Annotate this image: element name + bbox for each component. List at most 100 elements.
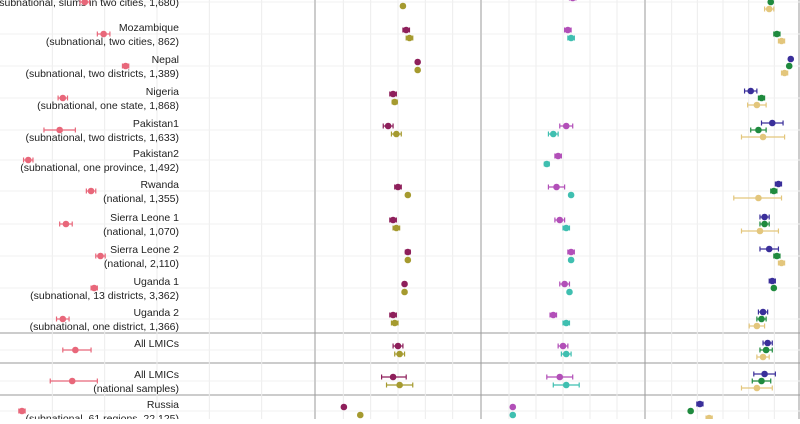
estimate-point bbox=[758, 94, 765, 102]
estimate-point bbox=[549, 130, 557, 138]
estimate-point bbox=[68, 377, 76, 385]
estimate-point bbox=[759, 133, 767, 141]
estimate-point bbox=[765, 5, 773, 13]
estimate-point bbox=[759, 308, 767, 316]
estimate-point bbox=[761, 220, 768, 228]
data-marks bbox=[18, 0, 795, 422]
row-label-title: Uganda 2 bbox=[133, 307, 179, 319]
estimate-point bbox=[756, 227, 764, 235]
estimate-point bbox=[564, 26, 572, 34]
estimate-point bbox=[87, 187, 95, 195]
estimate-point bbox=[509, 403, 517, 411]
estimate-point bbox=[414, 66, 421, 74]
row-label-title: Rwanda bbox=[140, 179, 179, 191]
estimate-point bbox=[758, 377, 765, 385]
row-label-subtitle: (national, 2,110) bbox=[104, 258, 179, 270]
estimate-point bbox=[404, 248, 412, 256]
row-label-title: Nepal bbox=[152, 54, 179, 66]
estimate-point bbox=[556, 216, 564, 224]
estimate-point bbox=[768, 277, 776, 285]
estimate-point bbox=[402, 26, 410, 34]
estimate-point bbox=[62, 220, 70, 228]
estimate-point bbox=[396, 350, 403, 358]
estimate-point bbox=[755, 194, 762, 202]
estimate-point bbox=[567, 34, 575, 42]
estimate-point bbox=[753, 101, 761, 109]
estimate-point bbox=[778, 259, 785, 267]
row-label-subtitle: (subnational, one district, 1,366) bbox=[30, 321, 179, 333]
estimate-point bbox=[24, 156, 32, 164]
estimate-point bbox=[81, 0, 89, 6]
row-label-subtitle: (subnational, two cities, 862) bbox=[46, 36, 179, 48]
row-label-subtitle: (subnational, one province, 1,492) bbox=[20, 162, 179, 174]
estimate-point bbox=[567, 191, 575, 199]
estimate-point bbox=[72, 346, 79, 354]
estimate-point bbox=[56, 126, 63, 134]
row-label-subtitle: (subnational, 61 regions, 22,125) bbox=[25, 413, 179, 419]
row-label-title: Russia bbox=[147, 399, 179, 411]
row-label-subtitle: (subnational, two districts, 1,389) bbox=[26, 68, 180, 80]
estimate-point bbox=[389, 216, 397, 224]
estimate-point bbox=[556, 373, 564, 381]
estimate-point bbox=[393, 224, 400, 232]
estimate-point bbox=[404, 191, 412, 199]
estimate-point bbox=[549, 311, 557, 319]
estimate-point bbox=[356, 411, 364, 419]
estimate-point bbox=[394, 183, 402, 191]
estimate-point bbox=[768, 119, 776, 127]
estimate-point bbox=[562, 319, 570, 327]
estimate-point bbox=[761, 213, 768, 221]
estimate-point bbox=[122, 62, 129, 70]
estimate-point bbox=[396, 381, 403, 389]
row-label-subtitle: (national, 1,070) bbox=[103, 226, 179, 238]
row-label-subtitle: (subnational, 13 districts, 3,362) bbox=[30, 290, 179, 302]
estimate-point bbox=[389, 90, 397, 98]
estimate-point bbox=[753, 322, 761, 330]
row-label-subtitle: (national samples) bbox=[93, 383, 179, 395]
estimate-point bbox=[90, 284, 98, 292]
estimate-point bbox=[705, 414, 713, 422]
estimate-point bbox=[509, 411, 517, 419]
row-label-title: Sierra Leone 2 bbox=[110, 244, 179, 256]
estimate-point bbox=[562, 122, 570, 130]
estimate-point bbox=[696, 400, 704, 408]
estimate-point bbox=[561, 280, 568, 288]
estimate-point bbox=[755, 126, 762, 134]
estimate-point bbox=[100, 30, 107, 38]
estimate-point bbox=[764, 339, 771, 347]
estimate-point bbox=[567, 256, 575, 264]
row-label-title: Pakistan2 bbox=[133, 148, 179, 160]
estimate-point bbox=[391, 319, 399, 327]
estimate-point bbox=[747, 87, 755, 95]
estimate-point bbox=[781, 69, 788, 77]
row-label-title: All LMICs bbox=[134, 369, 179, 381]
row-label-title: Sierra Leone 1 bbox=[110, 212, 179, 224]
estimate-point bbox=[340, 403, 348, 411]
estimate-point bbox=[414, 58, 421, 66]
estimate-point bbox=[566, 288, 573, 296]
estimate-point bbox=[389, 373, 397, 381]
estimate-point bbox=[394, 342, 402, 350]
estimate-point bbox=[759, 353, 767, 361]
estimate-point bbox=[399, 2, 407, 10]
estimate-point bbox=[59, 94, 67, 102]
estimate-point bbox=[559, 342, 567, 350]
row-label-title: Nigeria bbox=[146, 86, 179, 98]
estimate-point bbox=[562, 381, 570, 389]
estimate-point bbox=[778, 37, 785, 45]
estimate-point bbox=[753, 384, 761, 392]
estimate-point bbox=[762, 346, 770, 354]
estimate-point bbox=[687, 407, 694, 415]
estimate-point bbox=[773, 30, 781, 38]
row-labels: (subnational, slums in two cities, 1,680… bbox=[0, 0, 180, 424]
estimate-point bbox=[562, 350, 570, 358]
row-label-subtitle: (national, 1,355) bbox=[103, 193, 179, 205]
row-label-subtitle: (subnational, two districts, 1,633) bbox=[26, 132, 180, 144]
row-label-title: Mozambique bbox=[119, 22, 179, 34]
row-label-title: Uganda 1 bbox=[133, 276, 179, 288]
estimate-point bbox=[773, 252, 781, 260]
